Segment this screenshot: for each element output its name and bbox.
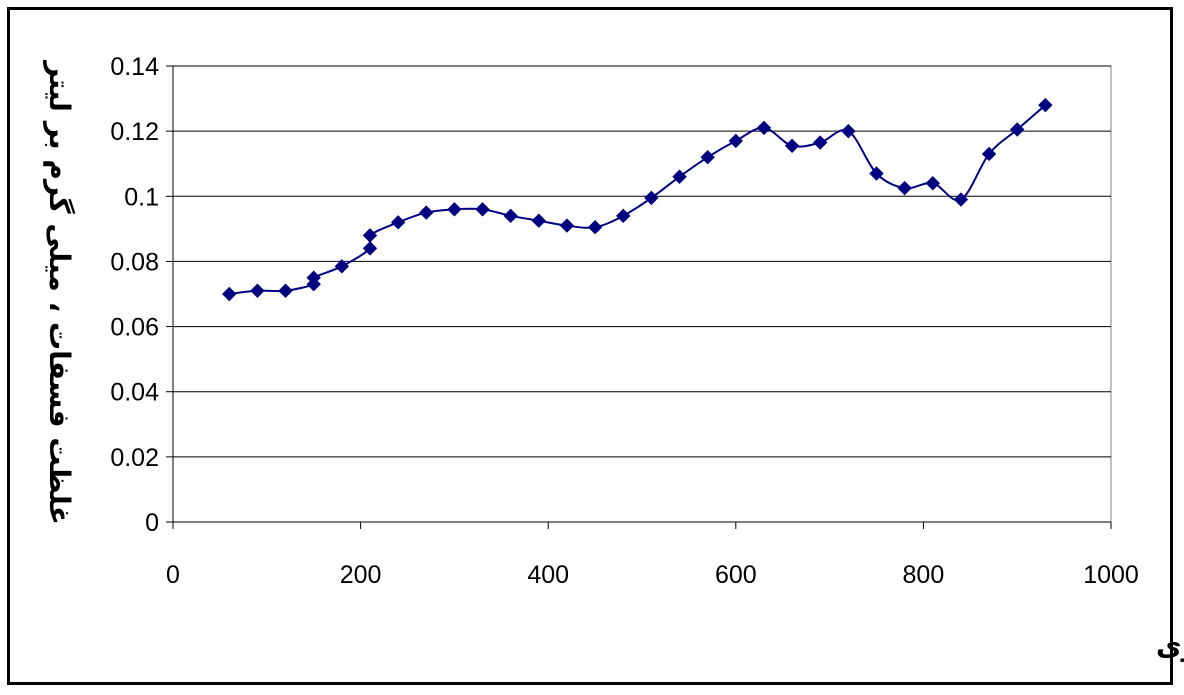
data-point-marker	[278, 283, 293, 298]
data-point-marker	[419, 205, 434, 220]
data-point-marker	[390, 215, 406, 230]
y-tick-label: 0.02	[110, 444, 159, 472]
x-tick-label: 0	[166, 561, 180, 589]
y-tick-label: 0.14	[110, 53, 159, 81]
data-point-marker	[953, 192, 969, 207]
data-point-marker	[869, 166, 884, 181]
axes	[166, 65, 1112, 529]
data-point-marker	[250, 283, 265, 298]
tick-labels: 0 0.02 0.04 0.06 0.08 0.1 0.12 0.14 0 200 400 600 80…	[110, 53, 1138, 589]
data-point-marker	[362, 241, 378, 256]
data-point-marker	[841, 123, 856, 139]
data-point-marker	[756, 120, 772, 136]
data-point-marker	[503, 208, 518, 224]
data-point-marker	[222, 286, 237, 302]
x-tick-label: 1000	[1083, 561, 1139, 589]
y-tick-label: 0.06	[110, 314, 159, 342]
x-axis-title: روز از شروع مدلسازی	[1156, 629, 1184, 662]
data-markers	[222, 97, 1053, 302]
chart-frame	[7, 7, 1173, 685]
data-point-marker	[531, 213, 547, 228]
data-point-marker	[1038, 97, 1053, 113]
data-point-marker	[447, 202, 462, 217]
data-point-marker	[475, 202, 490, 217]
y-tick-label: 0.08	[110, 248, 159, 276]
data-point-marker	[306, 270, 321, 285]
y-tick-label: 0	[145, 509, 159, 537]
data-point-marker	[587, 220, 603, 235]
gridlines	[173, 65, 1111, 458]
data-point-marker	[616, 208, 631, 224]
data-point-marker	[362, 228, 378, 243]
data-point-marker	[813, 135, 828, 150]
data-point-marker	[728, 133, 744, 149]
data-point-marker	[784, 138, 800, 154]
data-point-marker	[644, 190, 659, 206]
x-tick-label: 800	[903, 561, 945, 589]
y-tick-label: 0.12	[110, 118, 159, 146]
data-point-marker	[672, 169, 687, 184]
y-tick-label: 0.1	[124, 183, 159, 211]
x-tick-label: 600	[715, 561, 757, 589]
data-point-marker	[700, 149, 715, 165]
data-point-marker	[334, 259, 350, 274]
data-point-marker	[897, 180, 912, 196]
data-point-marker	[1009, 122, 1025, 137]
data-point-marker	[559, 218, 575, 233]
y-tick-label: 0.04	[110, 379, 159, 407]
x-tick-label: 200	[340, 561, 382, 589]
plot-area	[172, 65, 1112, 523]
data-point-marker	[925, 176, 940, 191]
y-axis-title: غلظت فسفات ، میلی گرم بر لیتر	[43, 59, 76, 525]
data-point-marker	[981, 146, 997, 162]
x-tick-label: 400	[527, 561, 569, 589]
